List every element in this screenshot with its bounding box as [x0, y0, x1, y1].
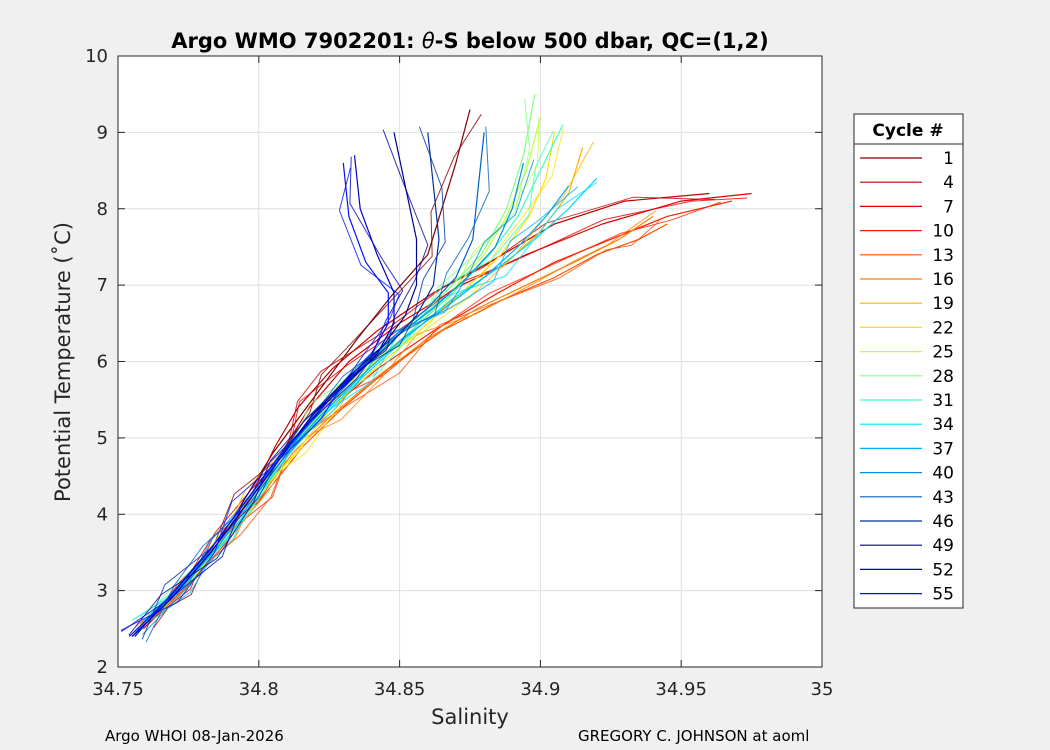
y-tick-label: 9 [97, 122, 108, 143]
series-line-cycle-43-trace [145, 126, 490, 643]
y-tick-label: 8 [97, 199, 108, 220]
legend-label-cycle-46: 46 [932, 512, 954, 532]
legend-label-cycle-52: 52 [932, 560, 954, 580]
plot-frame [117, 55, 823, 668]
y-tick-label: 4 [97, 504, 108, 525]
series-lines [120, 94, 752, 643]
legend: Cycle # 1 4 7 10 13 16 19 22 25 28 31 34 37 40 43 46 49 5… [853, 113, 964, 609]
legend-label-cycle-31: 31 [932, 391, 954, 411]
legend-label-cycle-7: 7 [943, 197, 954, 217]
y-tick-label: 5 [97, 428, 108, 449]
x-tick-label: 34.8 [239, 679, 279, 700]
legend-label-cycle-1: 1 [943, 149, 954, 169]
legend-label-cycle-49: 49 [932, 536, 954, 556]
x-tick-label: 34.85 [374, 679, 426, 700]
legend-label-cycle-16: 16 [932, 270, 954, 290]
series-line-cycle-16-trace [135, 210, 657, 628]
chart-title: Argo WMO 7902201: θ-S below 500 dbar, QC… [171, 29, 768, 53]
legend-label-cycle-22: 22 [932, 318, 954, 338]
y-tick-label: 2 [97, 657, 108, 678]
legend-label-cycle-43: 43 [932, 488, 954, 508]
legend-label-cycle-40: 40 [932, 464, 954, 484]
legend-label-cycle-10: 10 [932, 222, 954, 242]
series-line-cycle-55-trace [120, 167, 400, 631]
y-tick-label: 10 [85, 46, 108, 67]
y-axis-label: Potential Temperature (˚C) [51, 222, 75, 502]
series-line-cycle-52 [131, 155, 395, 637]
series-line-cycle-46-trace [141, 126, 446, 640]
legend-title: Cycle # [872, 121, 943, 141]
y-tick-label: 3 [97, 581, 108, 602]
series-line-cycle-13-trace [140, 220, 660, 628]
x-tick-label: 34.95 [655, 679, 707, 700]
x-tick-label: 34.9 [520, 679, 560, 700]
series-line-cycle-34-trace [131, 182, 597, 621]
y-tick-label: 7 [97, 275, 108, 296]
legend-label-cycle-37: 37 [932, 439, 954, 459]
x-tick-labels: 34.75 34.8 34.85 34.9 34.95 35 [92, 679, 833, 700]
x-tick-label: 35 [811, 679, 834, 700]
x-tick-label: 34.75 [92, 679, 144, 700]
legend-label-cycle-13: 13 [932, 246, 954, 266]
legend-label-cycle-4: 4 [943, 173, 954, 193]
y-tick-labels: 2 3 4 5 6 7 8 9 10 [85, 46, 108, 678]
legend-label-cycle-55: 55 [932, 585, 954, 605]
series-line-cycle-52-trace [121, 156, 404, 633]
legend-label-cycle-25: 25 [932, 343, 954, 363]
series-line-cycle-49-trace [128, 129, 429, 636]
series-line-cycle-37-trace [134, 186, 579, 633]
footer-left: Argo WHOI 08-Jan-2026 [105, 727, 284, 745]
y-tick-label: 6 [97, 352, 108, 373]
legend-label-cycle-28: 28 [932, 367, 954, 387]
x-axis-label: Salinity [431, 705, 509, 729]
legend-box [853, 113, 964, 609]
legend-label-cycle-34: 34 [932, 415, 954, 435]
footer-right: GREGORY C. JOHNSON at aoml [578, 727, 809, 745]
legend-entries: 1 4 7 10 13 16 19 22 25 28 31 34 37 40 43 46 49 52 55 [860, 149, 954, 605]
legend-label-cycle-19: 19 [932, 294, 954, 314]
